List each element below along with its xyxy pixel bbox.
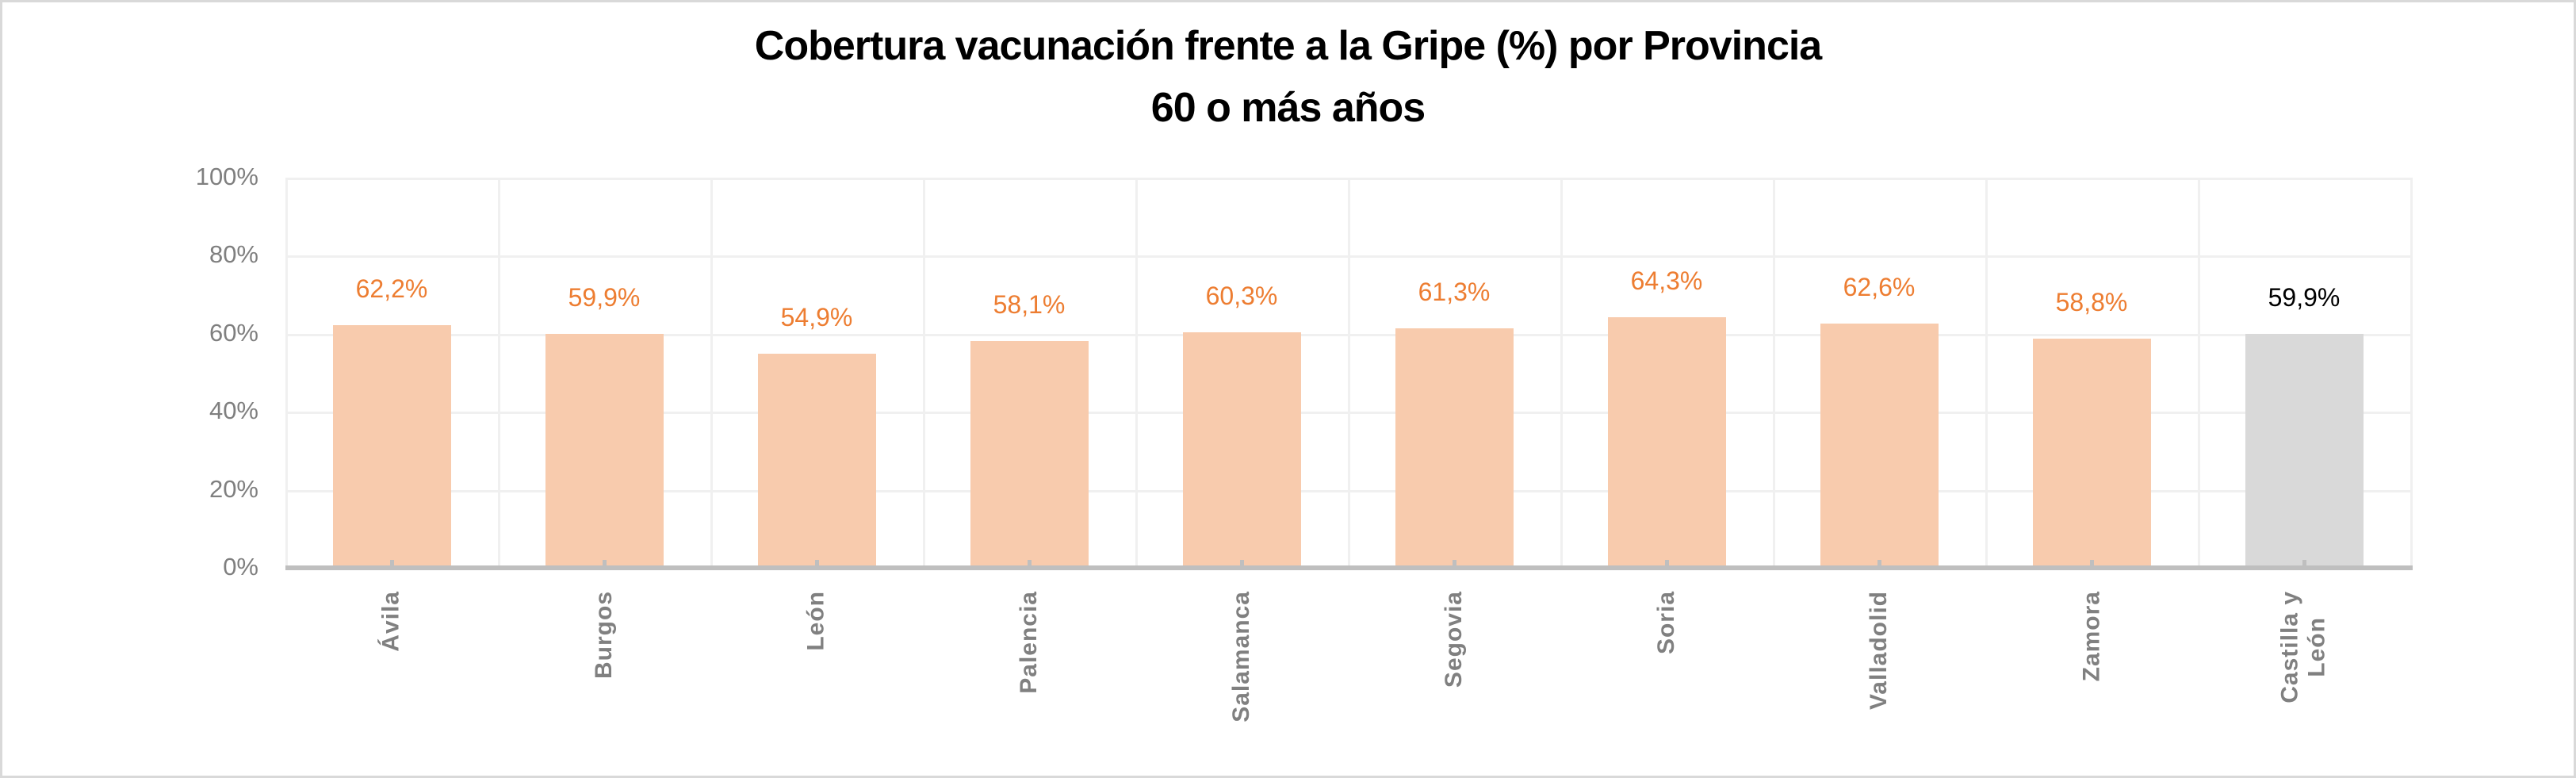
- bar-castilla-y-león: [2245, 334, 2364, 568]
- y-tick-label: 100%: [195, 163, 258, 190]
- x-tick-label: Valladolid: [1866, 591, 1892, 711]
- data-label: 62,6%: [1843, 273, 1916, 301]
- x-tick-label: Ávila: [378, 591, 404, 652]
- x-tick-mark: [1240, 560, 1244, 566]
- x-axis-line: [285, 565, 2413, 570]
- y-tick-label: 60%: [209, 319, 258, 347]
- gridline-vertical: [1560, 178, 1563, 568]
- x-tick-label-slot: Soria: [1560, 591, 1773, 757]
- x-tick-label: Segovia: [1441, 591, 1467, 688]
- bar-soria: [1608, 317, 1726, 568]
- data-label: 62,2%: [355, 274, 428, 303]
- gridline-vertical: [285, 178, 288, 568]
- x-tick-mark: [1877, 560, 1881, 566]
- bar-león: [758, 354, 876, 568]
- gridline-vertical: [2198, 178, 2200, 568]
- gridline-vertical: [1135, 178, 1138, 568]
- x-tick-label-slot: Salamanca: [1135, 591, 1348, 757]
- data-label: 64,3%: [1630, 266, 1703, 295]
- bar-valladolid: [1820, 324, 1939, 568]
- chart-title: Cobertura vacunación frente a la Gripe (…: [754, 23, 1822, 69]
- x-tick-label: Zamora: [2078, 591, 2104, 682]
- x-tick-label: Salamanca: [1228, 591, 1254, 722]
- y-tick-label: 0%: [223, 553, 258, 581]
- data-label: 54,9%: [780, 303, 853, 332]
- x-tick-label-slot: Segovia: [1348, 591, 1560, 757]
- x-tick-label: Palencia: [1016, 591, 1042, 694]
- x-tick-label-slot: León: [710, 591, 923, 757]
- x-tick-label: Soria: [1653, 591, 1679, 655]
- gridline-vertical: [498, 178, 500, 568]
- gridline-vertical: [710, 178, 713, 568]
- bar-burgos: [545, 334, 664, 568]
- x-tick-label-slot: Burgos: [498, 591, 710, 757]
- x-tick-mark: [2090, 560, 2094, 566]
- x-tick-label: Burgos: [591, 591, 617, 679]
- x-tick-mark: [1665, 560, 1669, 566]
- x-tick-label: León: [803, 591, 829, 651]
- plot-area: 62,2% 59,9% 54,9% 58,1% 60,3% 61,3% 64,3% 62,6%…: [285, 178, 2413, 568]
- x-tick-mark: [2302, 560, 2306, 566]
- gridline-vertical: [923, 178, 925, 568]
- x-tick-mark: [815, 560, 819, 566]
- data-label: 61,3%: [1418, 278, 1491, 306]
- x-tick-mark: [390, 560, 394, 566]
- y-tick-label: 40%: [209, 397, 258, 424]
- x-tick-label-slot: Valladolid: [1773, 591, 1985, 757]
- x-tick-label-slot: Castilla y León: [2198, 591, 2410, 757]
- data-label: 59,9%: [2268, 283, 2341, 312]
- x-tick-label-slot: Zamora: [1985, 591, 2198, 757]
- x-tick-label: Castilla y León: [2277, 591, 2330, 703]
- bar-zamora: [2033, 339, 2151, 568]
- gridline-vertical: [1348, 178, 1350, 568]
- data-label: 59,9%: [568, 283, 641, 312]
- gridline-vertical: [1985, 178, 1988, 568]
- data-label: 58,8%: [2055, 288, 2128, 316]
- data-label: 58,1%: [993, 290, 1066, 319]
- data-label: 60,3%: [1205, 282, 1278, 310]
- x-tick-mark: [1028, 560, 1032, 566]
- gridline-vertical: [2410, 178, 2413, 568]
- bar-segovia: [1395, 328, 1514, 568]
- x-tick-label-slot: Palencia: [923, 591, 1135, 757]
- bar-palencia: [970, 341, 1089, 568]
- bar-ávila: [333, 325, 451, 568]
- y-tick-label: 80%: [209, 240, 258, 268]
- x-tick-mark: [603, 560, 607, 566]
- x-tick-label-slot: Ávila: [285, 591, 498, 757]
- chart-subtitle: 60 o más años: [1150, 85, 1426, 131]
- x-tick-mark: [1453, 560, 1456, 566]
- gridline-vertical: [1773, 178, 1775, 568]
- bar-salamanca: [1183, 332, 1301, 568]
- y-tick-label: 20%: [209, 475, 258, 503]
